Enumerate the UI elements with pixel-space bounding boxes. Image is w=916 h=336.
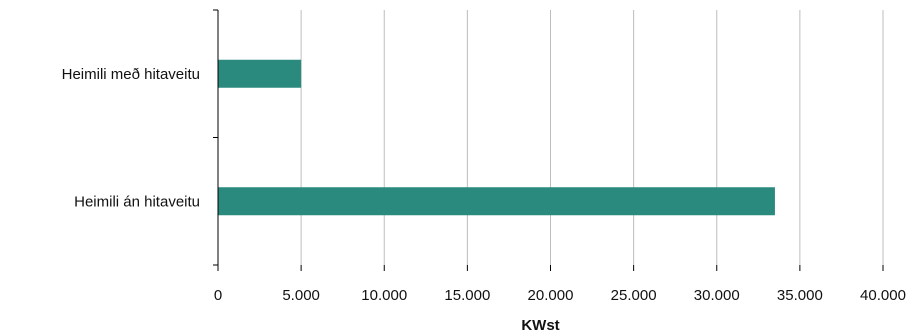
bar: [218, 187, 775, 216]
x-axis-title: KWst: [521, 317, 559, 334]
category-labels: Heimili með hitaveitu Heimili án hitaveit…: [62, 9, 218, 266]
x-tick-labels: 0 5.000 10.000 15.000 20.000 25.000 30.000 35.0…: [214, 265, 906, 304]
x-tick-label: 20.000: [528, 287, 574, 304]
x-tick-label: 40.000: [860, 287, 906, 304]
x-tick-label: 35.000: [777, 287, 823, 304]
x-tick-label: 30.000: [694, 287, 740, 304]
gridlines: [300, 10, 884, 265]
x-tick-label: 25.000: [611, 287, 657, 304]
x-tick-label: 0: [214, 287, 222, 304]
category-label: Heimili án hitaveitu: [74, 193, 200, 210]
bar: [218, 59, 302, 88]
x-tick-label: 15.000: [444, 287, 490, 304]
bars: [218, 59, 775, 216]
x-tick-label: 5.000: [282, 287, 320, 304]
category-label: Heimili með hitaveitu: [62, 66, 200, 83]
x-tick-label: 10.000: [361, 287, 407, 304]
